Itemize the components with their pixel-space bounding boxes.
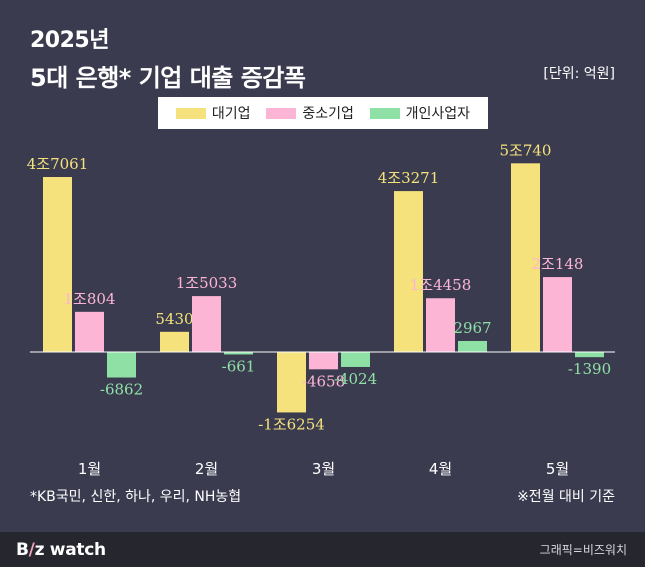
- title-block: 2025년 5대 은행* 기업 대출 증감폭: [30, 22, 306, 93]
- bar-sme-4: [426, 298, 455, 352]
- data-label-sme-2: 1조5033: [176, 274, 238, 292]
- bar-large-4: [394, 191, 423, 352]
- legend-label-individual: 개인사업자: [405, 106, 471, 122]
- x-tick-label-5: 5월: [546, 460, 569, 478]
- data-label-large-4: 4조3271: [378, 169, 440, 187]
- legend-label-sme: 중소기업: [302, 106, 354, 122]
- legend-item-sme: 중소기업: [266, 103, 354, 123]
- data-label-large-5: 5조740: [500, 141, 552, 159]
- bar-sme-1: [75, 311, 104, 352]
- data-label-sme-5: 2조148: [532, 255, 584, 273]
- legend-label-large: 대기업: [211, 106, 251, 122]
- data-label-individual-5: -1390: [568, 360, 611, 378]
- legend-item-large: 대기업: [175, 103, 251, 123]
- x-tick-label-3: 3월: [312, 460, 335, 478]
- brand-logo: B/z watch: [16, 539, 106, 560]
- data-label-individual-4: 2967: [453, 319, 491, 337]
- bar-individual-2: [224, 352, 253, 355]
- bar-sme-3: [309, 352, 338, 370]
- legend-item-individual: 개인사업자: [369, 103, 471, 123]
- data-label-individual-2: -661: [222, 357, 256, 375]
- unit-label: [단위: 억원]: [543, 66, 615, 82]
- bank-footnote: *KB국민, 신한, 하나, 우리, NH농협: [30, 489, 242, 505]
- footer-bar: B/z watch 그래픽=비즈워치: [0, 532, 645, 567]
- bar-sme-2: [192, 296, 221, 352]
- bar-individual-1: [107, 352, 136, 378]
- graphic-credit: 그래픽=비즈워치: [539, 543, 627, 557]
- chart-title: 5대 은행* 기업 대출 증감폭: [30, 64, 306, 92]
- data-label-sme-3: -4658: [302, 372, 345, 390]
- x-tick-label-2: 2월: [195, 460, 218, 478]
- legend: 대기업 중소기업 개인사업자: [158, 97, 488, 129]
- bar-individual-3: [341, 352, 370, 367]
- legend-swatch-large: [175, 107, 206, 119]
- legend-swatch-sme: [266, 107, 297, 119]
- bar-large-3: [277, 352, 306, 413]
- data-label-individual-3: -4024: [334, 370, 377, 388]
- bar-large-5: [511, 163, 540, 352]
- x-tick-label-4: 4월: [429, 460, 452, 478]
- bar-individual-4: [458, 340, 487, 352]
- bar-large-1: [43, 177, 72, 352]
- data-label-large-2: 5430: [155, 310, 193, 328]
- basis-footnote: ※전월 대비 기준: [517, 489, 615, 505]
- data-label-sme-4: 1조4458: [410, 276, 472, 294]
- bar-sme-5: [543, 277, 572, 352]
- data-label-large-1: 4조7061: [27, 155, 89, 173]
- year-title: 2025년: [30, 28, 109, 53]
- data-label-sme-1: 1조804: [64, 290, 116, 308]
- legend-swatch-individual: [369, 107, 400, 119]
- x-tick-label-1: 1월: [78, 460, 101, 478]
- bar-large-2: [160, 331, 189, 352]
- data-label-individual-1: -6862: [100, 381, 143, 399]
- bar-individual-5: [575, 352, 604, 358]
- data-label-large-3: -1조6254: [258, 415, 325, 433]
